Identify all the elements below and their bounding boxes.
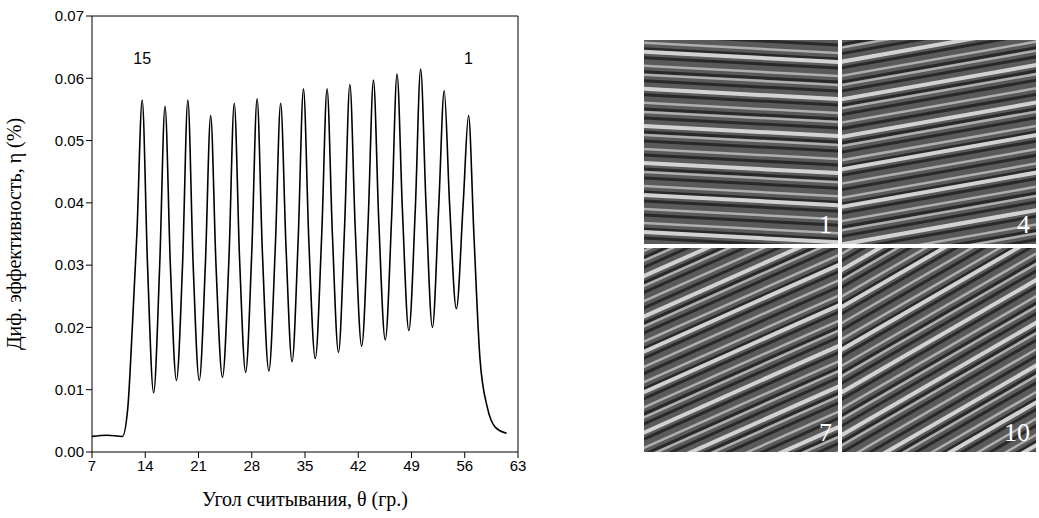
svg-text:0.01: 0.01: [55, 381, 84, 398]
svg-text:Диф. эффективность, η (%): Диф. эффективность, η (%): [3, 118, 26, 350]
svg-text:35: 35: [297, 457, 314, 474]
html-text:1: 1: [819, 210, 832, 239]
svg-text:63: 63: [510, 457, 527, 474]
svg-text:1: 1: [464, 50, 473, 67]
svg-text:0.02: 0.02: [55, 319, 84, 336]
svg-text:0.06: 0.06: [55, 70, 84, 87]
svg-text:49: 49: [403, 457, 420, 474]
svg-text:14: 14: [137, 457, 154, 474]
svg-text:56: 56: [456, 457, 473, 474]
svg-text:15: 15: [133, 50, 151, 67]
svg-text:0.00: 0.00: [55, 443, 84, 460]
svg-text:28: 28: [243, 457, 260, 474]
html-text:7: 7: [819, 418, 832, 447]
svg-text:Угол считывания, θ (гр.): Угол считывания, θ (гр.): [202, 488, 408, 511]
svg-text:0.04: 0.04: [55, 194, 84, 211]
svg-text:21: 21: [190, 457, 207, 474]
html-text:10: 10: [1004, 418, 1030, 447]
html-text:4: 4: [1017, 210, 1030, 239]
svg-text:0.03: 0.03: [55, 256, 84, 273]
svg-text:0.07: 0.07: [55, 7, 84, 24]
svg-text:0.05: 0.05: [55, 132, 84, 149]
svg-text:7: 7: [88, 457, 96, 474]
svg-text:42: 42: [350, 457, 367, 474]
